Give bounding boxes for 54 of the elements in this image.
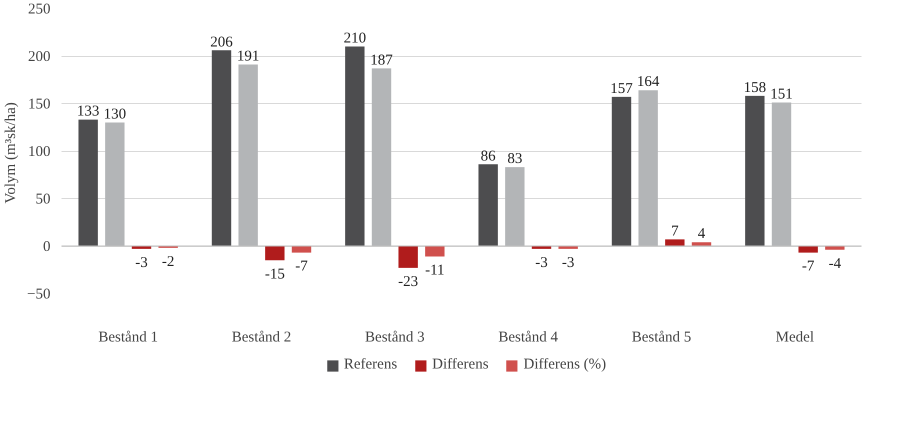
data-label: -7: [802, 258, 815, 275]
data-label: 191: [236, 48, 260, 65]
bar: [478, 164, 498, 246]
bar: [692, 242, 712, 246]
y-tick-label: 100: [28, 144, 50, 160]
data-label: 164: [636, 74, 660, 90]
data-label: -4: [828, 256, 842, 272]
bar: [665, 239, 685, 246]
legend-label: Differens: [432, 356, 489, 374]
data-label: 151: [770, 86, 793, 103]
x-tick-label: Bestånd 1: [98, 330, 158, 346]
data-label: -11: [425, 262, 445, 278]
legend-label: Referens: [344, 356, 398, 374]
bar: [825, 246, 845, 250]
x-tick-label: Bestånd 3: [365, 330, 425, 346]
data-label: -3: [135, 254, 148, 271]
data-label: 83: [507, 151, 522, 168]
bar: [345, 46, 365, 246]
y-tick-label: 150: [28, 96, 50, 112]
y-tick-label: 50: [36, 192, 50, 208]
bar: [612, 96, 632, 246]
data-label: 86: [480, 148, 496, 164]
y-axis-title: Volym (m³sk/ha): [3, 102, 20, 204]
y-tick-label: 0: [43, 239, 50, 255]
bar: [425, 246, 445, 256]
data-label: 130: [104, 106, 126, 122]
data-label: -3: [535, 254, 548, 271]
y-tick-label: 200: [28, 49, 50, 65]
y-tick-label: 250: [28, 2, 50, 18]
x-tick-label: Bestånd 2: [232, 330, 292, 346]
data-label: 133: [76, 104, 100, 120]
x-tick-label: Bestånd 5: [632, 330, 692, 346]
bar: [398, 246, 418, 268]
bar: [265, 246, 285, 260]
data-label: 158: [744, 80, 766, 96]
data-label: 7: [671, 223, 680, 240]
bar: [798, 246, 818, 253]
data-label: 210: [344, 30, 366, 46]
data-label: 187: [370, 52, 394, 68]
data-label: -2: [162, 254, 174, 270]
x-tick-label: Medel: [776, 330, 814, 346]
y-tick-label: −50: [27, 286, 51, 302]
data-label: -3: [562, 254, 574, 271]
data-label: 4: [698, 226, 706, 242]
data-label: 206: [210, 34, 234, 50]
data-label: -23: [398, 274, 418, 290]
bar: [745, 96, 765, 246]
bar: [78, 120, 98, 246]
data-label: -15: [264, 266, 285, 282]
bar: [212, 50, 232, 246]
legend-label: Differens (%): [524, 356, 606, 374]
x-tick-label: Bestånd 4: [498, 330, 558, 346]
data-label: -7: [295, 258, 308, 275]
data-label: 157: [610, 80, 634, 97]
